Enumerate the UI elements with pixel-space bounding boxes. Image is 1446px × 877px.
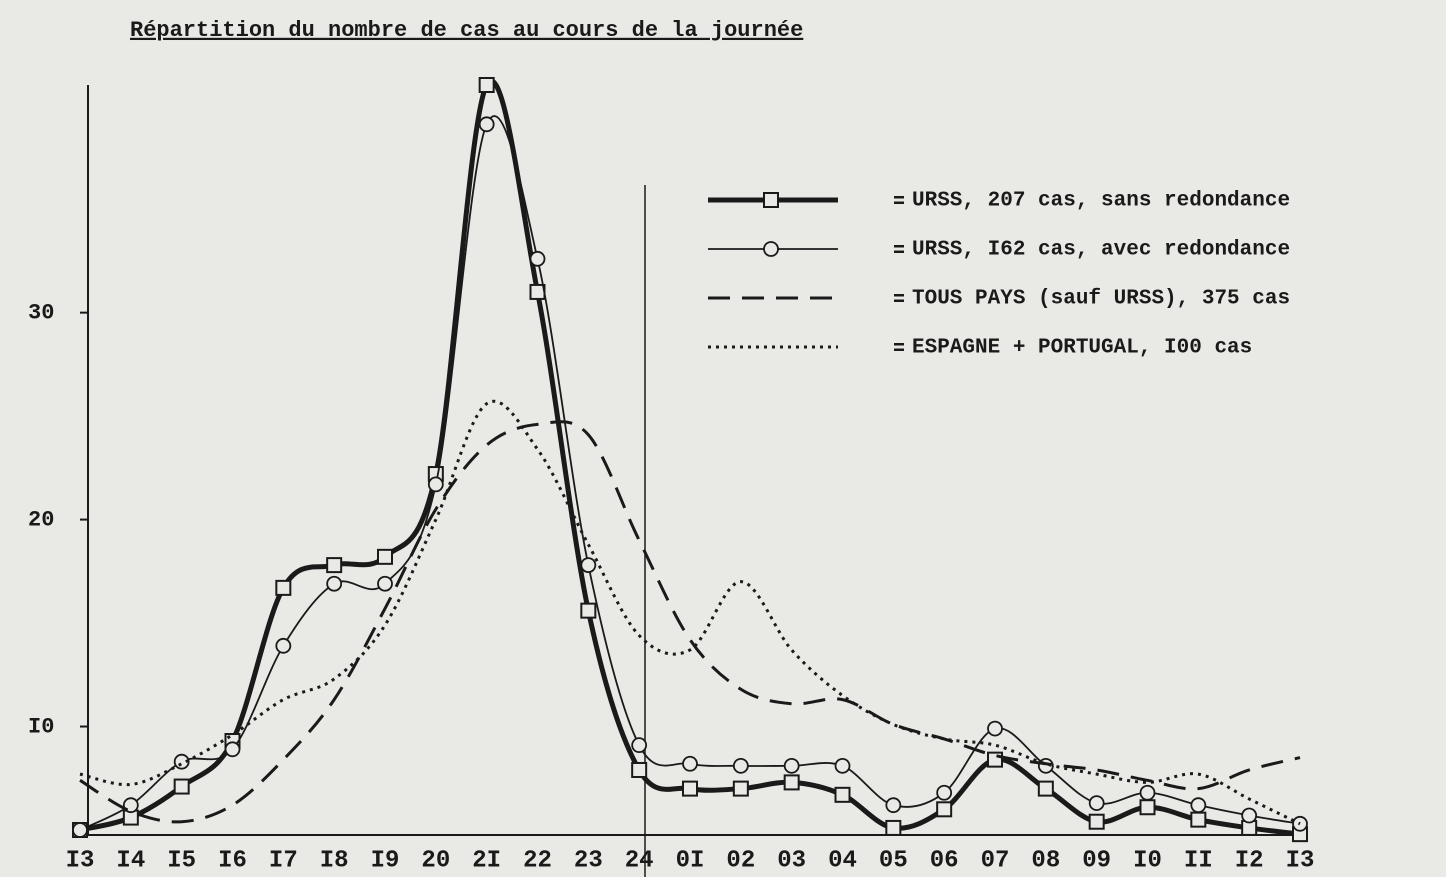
marker	[1037, 780, 1054, 797]
legend-equals	[894, 250, 904, 253]
x-tick-label: 20	[421, 847, 450, 874]
legend-equals	[894, 245, 904, 248]
legend-label: TOUS PAYS (sauf URSS), 375 cas	[912, 288, 1290, 311]
series-line	[79, 115, 1301, 831]
marker	[834, 786, 851, 803]
marker	[377, 548, 393, 565]
x-tick-label: I7	[269, 847, 298, 874]
marker	[936, 801, 953, 818]
marker	[682, 755, 698, 772]
legend-equals	[894, 196, 904, 199]
marker	[275, 637, 292, 654]
series-line	[79, 399, 1301, 826]
marker	[987, 751, 1003, 768]
marker	[326, 575, 343, 592]
marker	[682, 780, 698, 797]
x-tick-label: 23	[574, 847, 603, 874]
chart-title: Répartition du nombre de cas au cours de…	[130, 18, 803, 43]
legend-label: URSS, I62 cas, avec redondance	[912, 239, 1290, 262]
x-tick-label: I6	[218, 847, 247, 874]
x-tick-label: I8	[320, 847, 349, 874]
marker	[1190, 797, 1207, 814]
marker	[580, 557, 597, 574]
marker	[732, 757, 749, 774]
marker	[631, 761, 648, 778]
y-tick-label: 20	[28, 507, 54, 532]
legend-marker	[763, 192, 779, 208]
x-tick-label: II	[1184, 847, 1213, 874]
marker	[1139, 784, 1156, 801]
marker	[885, 797, 902, 814]
x-tick-label: I3	[66, 847, 95, 874]
marker	[224, 741, 241, 758]
y-tick-label: 30	[28, 300, 54, 325]
x-tick-label: 06	[930, 847, 959, 874]
legend-equals	[894, 343, 904, 346]
x-tick-label: 02	[726, 847, 755, 874]
marker	[326, 557, 343, 574]
marker	[834, 757, 851, 774]
x-tick-label: 0I	[676, 847, 705, 874]
marker	[1190, 811, 1207, 828]
x-tick-label: 24	[625, 847, 654, 874]
marker	[72, 822, 88, 838]
marker	[987, 720, 1003, 737]
marker	[275, 579, 292, 596]
x-tick-label: 05	[879, 847, 908, 874]
marker	[580, 602, 597, 619]
marker	[377, 575, 393, 592]
x-tick-label: 03	[777, 847, 806, 874]
x-tick-label: I5	[167, 847, 196, 874]
marker	[1088, 813, 1105, 830]
x-tick-label: I4	[116, 847, 145, 874]
legend-equals	[894, 348, 904, 351]
x-tick-label: 04	[828, 847, 857, 874]
x-tick-label: I9	[371, 847, 400, 874]
marker	[783, 757, 800, 774]
marker	[478, 77, 495, 93]
x-tick-label: 08	[1031, 847, 1060, 874]
x-tick-label: I3	[1286, 847, 1315, 874]
legend-label: URSS, 207 cas, sans redondance	[912, 190, 1290, 213]
legend-equals	[894, 294, 904, 297]
marker	[885, 819, 902, 836]
x-tick-label: 09	[1082, 847, 1111, 874]
marker	[783, 774, 800, 791]
x-tick-label: 22	[523, 847, 552, 874]
x-tick-label: 07	[981, 847, 1010, 874]
marker	[529, 250, 546, 267]
legend-equals	[894, 201, 904, 204]
marker	[1241, 807, 1258, 824]
marker	[478, 116, 495, 133]
marker	[173, 778, 190, 795]
marker	[631, 737, 648, 754]
y-tick-label: I0	[28, 714, 54, 739]
legend-equals	[894, 299, 904, 302]
legend-marker	[763, 241, 779, 257]
x-tick-label: I2	[1235, 847, 1264, 874]
marker	[1088, 795, 1105, 811]
marker	[1139, 799, 1156, 816]
marker	[732, 780, 749, 797]
marker	[427, 476, 444, 493]
x-tick-label: 2I	[472, 847, 501, 874]
legend-label: ESPAGNE + PORTUGAL, I00 cas	[912, 337, 1252, 360]
series-line	[79, 420, 1301, 824]
x-tick-label: I0	[1133, 847, 1162, 874]
marker	[936, 784, 953, 801]
